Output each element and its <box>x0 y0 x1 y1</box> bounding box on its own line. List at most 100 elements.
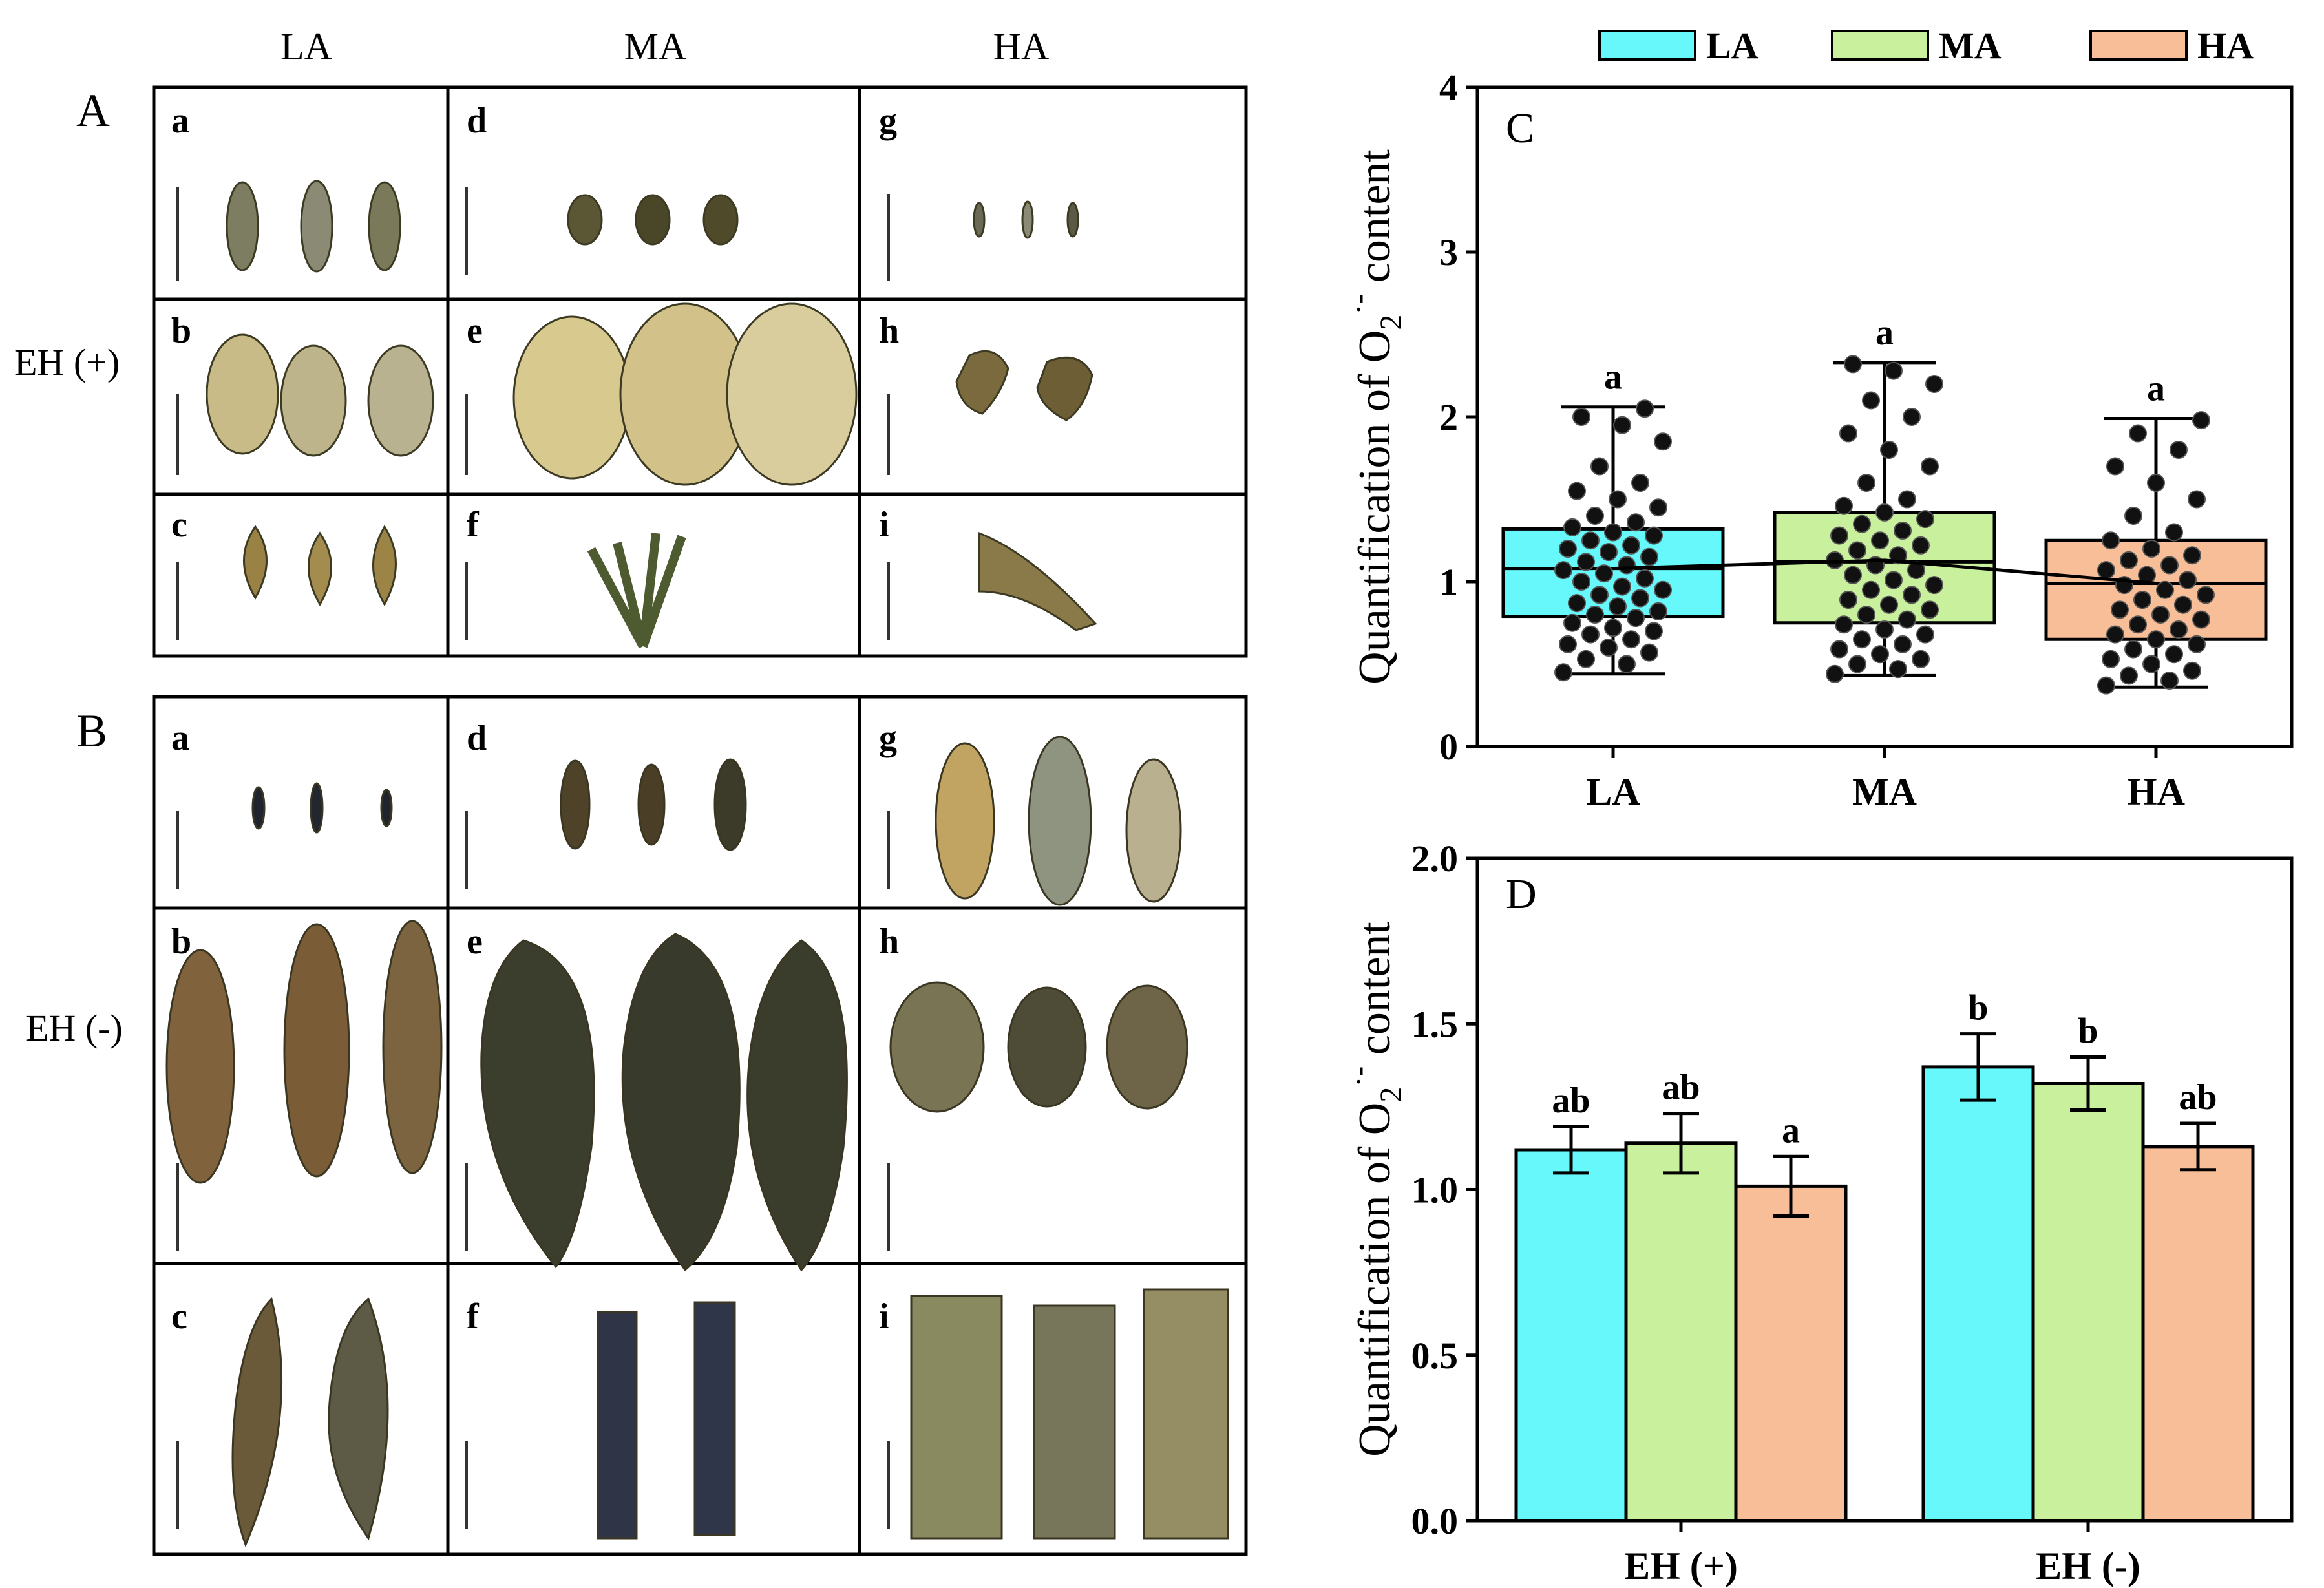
chart-c-data-point <box>1898 610 1916 629</box>
chart-c-ytick-label: 1 <box>1439 561 1458 603</box>
chart-c-data-point <box>1649 602 1667 620</box>
panel-b-cell-d: d <box>467 718 487 758</box>
chart-c-data-point <box>1613 577 1631 596</box>
chart-c-data-point <box>1903 408 1921 426</box>
legend-label-ha: HA <box>2197 25 2254 67</box>
chart-d-sig-letter: ab <box>2179 1077 2217 1117</box>
chart-c-ytick-label: 2 <box>1439 396 1458 438</box>
chart-c-data-point <box>2165 523 2183 542</box>
chart-c-data-point <box>1581 625 1600 644</box>
chart-c-data-point <box>1595 564 1613 583</box>
chart-d-ytick-label: 2.0 <box>1411 838 1459 880</box>
chart-c-ytick-label: 3 <box>1439 231 1458 273</box>
panel-a-cell-g: g <box>879 101 897 141</box>
chart-c-data-point <box>1609 490 1627 509</box>
chart-c-data-point <box>1875 620 1894 639</box>
chart-c-data-point <box>2102 650 2120 668</box>
chart-c-data-point <box>2106 625 2124 644</box>
chart-c-data-point <box>1627 609 1645 628</box>
chart-c-data-point <box>1563 518 1581 536</box>
chart-c-data-point <box>1568 482 1586 500</box>
chart-c-box-la: a <box>1501 357 1725 682</box>
chart-c-box-ha: a <box>2044 369 2268 695</box>
column-header-ha: HA <box>993 25 1050 68</box>
legend-swatch-ha <box>2089 30 2188 61</box>
chart-c-data-point <box>1581 531 1600 550</box>
chart-c-data-point <box>1839 591 1857 609</box>
panel-b-cell-h: h <box>879 922 899 962</box>
chart-c-data-point <box>1563 613 1581 632</box>
column-header-la: LA <box>280 25 332 68</box>
chart-d-ytick-label: 1.5 <box>1411 1003 1459 1045</box>
chart-c-data-point <box>1830 640 1848 659</box>
chart-c-data-point <box>1613 416 1631 434</box>
chart-c-data-point <box>1912 650 1930 668</box>
chart-c-data-point <box>2197 586 2215 604</box>
chart-c-data-point <box>2170 441 2188 459</box>
chart-c-data-point <box>1649 498 1667 517</box>
chart-d-bar-ma <box>2031 1082 2145 1523</box>
legend-swatch-ma <box>1831 30 1929 61</box>
chart-c-data-point <box>1572 573 1590 591</box>
chart-c-xtick-label: LA <box>1586 770 1640 813</box>
chart-c-data-point <box>2147 630 2165 649</box>
chart-c-ytick-label: 4 <box>1439 67 1458 109</box>
chart-c-data-point <box>1862 391 1880 410</box>
chart-c-data-point <box>2102 531 2120 550</box>
chart-c-data-point <box>2124 507 2142 525</box>
chart-d-sig-letter: ab <box>1552 1081 1590 1121</box>
chart-c-data-point <box>1554 663 1572 682</box>
chart-c-data-point <box>2188 635 2206 653</box>
panel-a-cell-a: a <box>171 101 189 141</box>
leaf-photos-panel-b <box>165 736 1229 1548</box>
panel-a-cell-c: c <box>171 505 187 545</box>
chart-d-bar-la <box>1514 1148 1628 1523</box>
legend-swatch-la <box>1598 30 1696 61</box>
chart-c-data-point <box>1554 561 1572 580</box>
chart-d-panel-label: D <box>1506 871 1537 918</box>
chart-c-ylabel: Quantification of O2·- content <box>1342 149 1408 684</box>
chart-c-sig-letter: a <box>1875 313 1894 353</box>
legend-label-la: LA <box>1706 25 1759 67</box>
panel-b-cell-b: b <box>171 922 191 962</box>
chart-c-data-point <box>2192 411 2210 430</box>
chart-c-data-point <box>2160 556 2179 575</box>
chart-c-data-point <box>1912 536 1930 555</box>
chart-c-data-point <box>1921 600 1939 619</box>
chart-c-data-point <box>1590 457 1609 476</box>
chart-c-data-point <box>2170 620 2188 639</box>
chart-c-data-point <box>1862 580 1880 599</box>
panel-b-grid <box>152 695 1248 1556</box>
chart-c-data-point <box>1885 361 1903 380</box>
chart-c-data-point <box>1586 606 1604 624</box>
chart-c-data-point <box>1559 540 1577 558</box>
chart-c-data-point <box>1857 606 1875 624</box>
chart-d-ylabel: Quantification of O2·- content <box>1342 922 1408 1457</box>
chart-c-data-point <box>1636 569 1654 588</box>
chart-c-data-point <box>1871 531 1889 550</box>
row-label-eh-minus: EH (-) <box>26 1007 123 1049</box>
chart-c-data-point <box>1848 655 1866 673</box>
panel-a-label: A <box>76 85 110 136</box>
chart-c-panel-label: C <box>1506 105 1534 152</box>
chart-c-data-point <box>1645 622 1663 640</box>
chart-c-data-point <box>2133 591 2151 609</box>
chart-c-data-point <box>1590 586 1609 604</box>
chart-c-data-point <box>2097 676 2115 695</box>
chart-c-xtick-label: MA <box>1852 770 1917 813</box>
chart-c-data-point <box>2147 474 2165 492</box>
chart-c-data-point <box>1604 523 1622 542</box>
chart-c-data-point <box>1609 597 1627 616</box>
chart-d-barchart: D Quantification of O2·- content 0.0 0.5 1… <box>1342 838 2294 1587</box>
panel-a-cell-e: e <box>467 311 483 351</box>
chart-c-data-point <box>1645 526 1663 545</box>
chart-c-data-point <box>1875 503 1894 522</box>
chart-c-data-point <box>1604 619 1622 637</box>
panel-a-grid <box>152 85 1248 658</box>
chart-c-data-point <box>1568 594 1586 613</box>
chart-c-data-point <box>2174 595 2192 614</box>
chart-d-bar-ma <box>1624 1141 1738 1523</box>
chart-c-data-point <box>1844 566 1862 584</box>
chart-c-data-point <box>1631 474 1649 492</box>
